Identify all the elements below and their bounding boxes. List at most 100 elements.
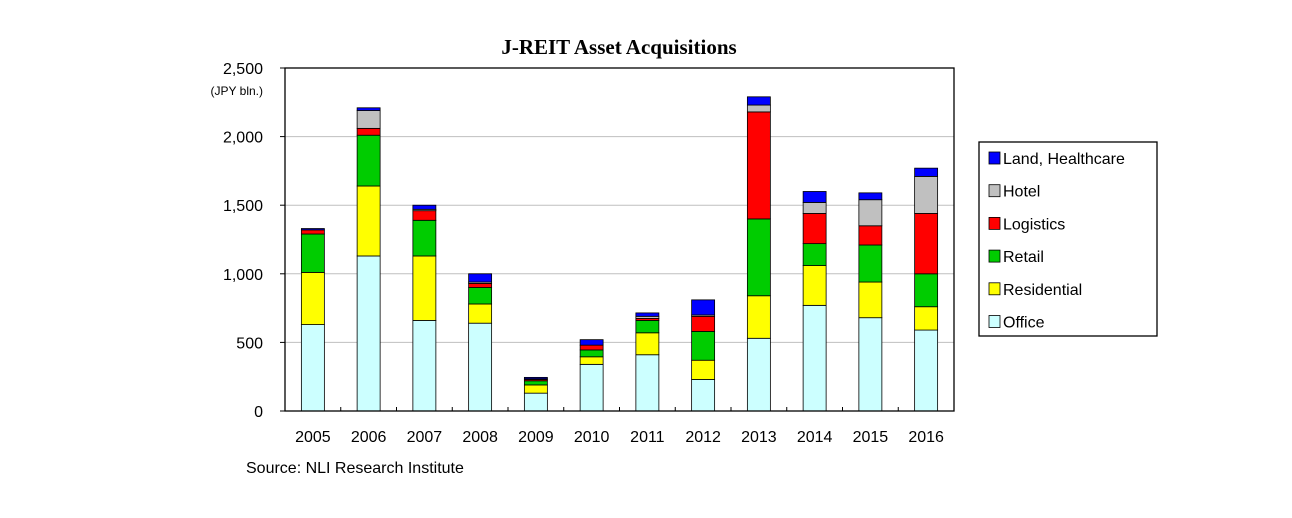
bar-segment-retail <box>412 219 437 257</box>
bar-segment-retail <box>858 244 883 283</box>
y-tick-label: 500 <box>236 335 263 352</box>
chart-title: J-REIT Asset Acquisitions <box>501 35 736 59</box>
bar-group-2008 <box>468 273 493 412</box>
bar-segment-retail <box>523 380 548 386</box>
bar-segment-residential <box>802 265 827 306</box>
bar-segment-land-healthcare <box>523 376 548 380</box>
legend-swatch-office <box>988 315 1001 328</box>
bar-segment-retail <box>356 134 381 187</box>
bar-segment-residential <box>412 255 437 321</box>
x-tick-label: 2006 <box>351 429 387 446</box>
bar-segment-retail <box>802 243 827 266</box>
legend-swatch-hotel <box>988 184 1001 198</box>
bar-segment-residential <box>691 359 716 380</box>
bar-segment-retail <box>579 349 604 358</box>
bar-segment-retail <box>691 331 716 361</box>
bar-segment-logistics <box>468 283 493 288</box>
bar-group-2009 <box>523 376 548 412</box>
x-tick-label: 2007 <box>407 429 443 446</box>
bar-group-2012 <box>691 299 716 412</box>
bar-group-2014 <box>802 191 827 412</box>
bar-segment-office <box>635 354 660 412</box>
bar-segment-hotel <box>914 175 939 214</box>
y-axis-unit-label: (JPY bln.) <box>211 84 263 98</box>
bar-segment-land-healthcare <box>579 339 604 346</box>
x-tick-label: 2015 <box>853 429 889 446</box>
bar-segment-logistics <box>412 210 437 221</box>
bar-segment-residential <box>356 185 381 257</box>
bar-segment-residential <box>300 272 325 325</box>
legend-frame <box>978 141 1158 337</box>
bar-segment-office <box>468 322 493 412</box>
bar-segment-land-healthcare <box>746 96 771 106</box>
bar-segment-land-healthcare <box>635 312 660 317</box>
bar-segment-logistics <box>914 213 939 275</box>
y-tick-label: 0 <box>254 404 263 421</box>
y-tick-label: 2,000 <box>223 130 263 147</box>
x-tick-label: 2008 <box>462 429 498 446</box>
bar-group-2005 <box>300 228 325 412</box>
y-tick-label: 1,500 <box>223 198 263 215</box>
bar-segment-residential <box>746 295 771 339</box>
legend-swatch-retail <box>988 249 1001 263</box>
bar-segment-office <box>691 379 716 412</box>
bar-segment-land-healthcare <box>412 204 437 210</box>
bar-segment-residential <box>914 306 939 331</box>
bar-segment-logistics <box>356 127 381 136</box>
bar-segment-office <box>914 329 939 412</box>
bar-segment-land-healthcare <box>802 191 827 203</box>
bar-group-2007 <box>412 204 437 412</box>
bar-segment-office <box>412 320 437 412</box>
legend-swatch-logistics <box>988 216 1001 230</box>
bar-segment-office <box>579 363 604 412</box>
bar-segment-hotel <box>802 202 827 214</box>
bar-segment-logistics <box>691 315 716 332</box>
bar-segment-retail <box>746 218 771 297</box>
legend-swatch-land-healthcare <box>988 151 1001 165</box>
x-tick-label: 2012 <box>685 429 721 446</box>
bar-segment-office <box>523 392 548 412</box>
bar-segment-hotel <box>746 104 771 113</box>
bar-segment-logistics <box>746 111 771 220</box>
bar-segment-land-healthcare <box>356 107 381 111</box>
x-tick-label: 2014 <box>797 429 833 446</box>
bar-group-2011 <box>635 312 660 412</box>
bar-segment-residential <box>858 281 883 319</box>
bar-segment-residential <box>523 384 548 394</box>
plot-area-frame <box>284 67 955 412</box>
bar-segment-logistics <box>802 213 827 245</box>
bar-segment-land-healthcare <box>914 167 939 177</box>
bar-segment-office <box>802 304 827 412</box>
bar-segment-residential <box>468 303 493 324</box>
x-tick-label: 2009 <box>518 429 554 446</box>
x-tick-label: 2016 <box>908 429 944 446</box>
legend-label: Logistics <box>1003 216 1065 233</box>
x-tick-label: 2011 <box>630 429 665 446</box>
legend-label: Land, Healthcare <box>1003 151 1125 168</box>
legend-label: Retail <box>1003 249 1044 266</box>
bar-segment-logistics <box>579 344 604 351</box>
gridlines <box>285 136 954 343</box>
y-axis-ticks: 0 500 1,000 1,500 2,000 2,500 <box>223 61 285 421</box>
bar-segment-land-healthcare <box>858 192 883 201</box>
bar-segment-office <box>858 317 883 412</box>
x-tick-label: 2010 <box>574 429 610 446</box>
bar-groups <box>300 96 939 412</box>
source-note: Source: NLI Research Institute <box>246 460 464 477</box>
bar-segment-residential <box>579 356 604 365</box>
bar-segment-logistics <box>858 225 883 246</box>
bar-segment-hotel <box>858 199 883 227</box>
x-axis-ticks: 2005 2006 2007 2008 2009 2010 2011 2012 2013 2014… <box>295 407 955 446</box>
bar-segment-office <box>356 255 381 412</box>
bar-segment-office <box>300 324 325 412</box>
legend-label: Hotel <box>1003 184 1040 201</box>
bar-segment-retail <box>635 320 660 334</box>
y-tick-label: 1,000 <box>223 267 263 284</box>
bar-group-2010 <box>579 339 604 412</box>
y-tick-label: 2,500 <box>223 61 263 78</box>
bar-segment-land-healthcare <box>691 299 716 316</box>
legend-swatch-residential <box>988 282 1001 296</box>
x-tick-label: 2005 <box>295 429 331 446</box>
bar-segment-retail <box>468 287 493 305</box>
